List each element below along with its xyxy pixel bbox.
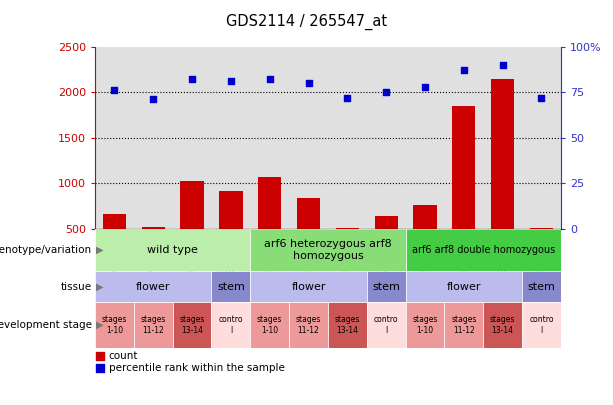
Point <box>265 76 275 83</box>
Bar <box>367 271 406 302</box>
Text: arf6 heterozygous arf8
homozygous: arf6 heterozygous arf8 homozygous <box>264 239 392 261</box>
Bar <box>413 205 436 275</box>
Text: GSM62705: GSM62705 <box>537 231 546 280</box>
Bar <box>95 229 250 271</box>
Bar <box>406 271 522 302</box>
Point <box>343 94 352 101</box>
Bar <box>142 227 165 275</box>
Text: GDS2114 / 265547_at: GDS2114 / 265547_at <box>226 14 387 30</box>
Bar <box>95 302 134 348</box>
Bar <box>211 271 250 302</box>
Text: GSM62698: GSM62698 <box>265 231 274 280</box>
Point <box>94 365 104 371</box>
Text: stages
11-12: stages 11-12 <box>451 315 476 335</box>
Text: stages
13-14: stages 13-14 <box>180 315 205 335</box>
Bar <box>289 302 328 348</box>
Text: GSM62704: GSM62704 <box>498 231 507 279</box>
Text: stages
1-10: stages 1-10 <box>413 315 438 335</box>
Text: GSM62702: GSM62702 <box>421 231 430 279</box>
Point <box>420 83 430 90</box>
Bar <box>406 302 444 348</box>
Text: stages
13-14: stages 13-14 <box>335 315 360 335</box>
Point <box>498 62 508 68</box>
Text: count: count <box>109 351 138 361</box>
Bar <box>530 228 553 275</box>
Text: stem: stem <box>372 281 400 292</box>
Point <box>459 67 469 74</box>
Text: GSM62696: GSM62696 <box>188 231 197 280</box>
Text: tissue: tissue <box>61 281 92 292</box>
Bar <box>483 302 522 348</box>
Text: stem: stem <box>528 281 555 292</box>
Text: percentile rank within the sample: percentile rank within the sample <box>109 363 284 373</box>
Text: stages
1-10: stages 1-10 <box>257 315 283 335</box>
Bar <box>95 271 211 302</box>
Bar <box>452 106 476 275</box>
Bar <box>336 228 359 275</box>
Bar <box>444 302 483 348</box>
Text: stages
11-12: stages 11-12 <box>296 315 321 335</box>
Point <box>94 352 104 359</box>
Bar <box>522 302 561 348</box>
Text: stem: stem <box>217 281 245 292</box>
Text: GSM62695: GSM62695 <box>149 231 158 280</box>
Text: contro
l: contro l <box>219 315 243 335</box>
Text: ▶: ▶ <box>96 320 104 330</box>
Text: GSM62700: GSM62700 <box>343 231 352 280</box>
Text: development stage: development stage <box>0 320 92 330</box>
Bar <box>180 181 204 275</box>
Text: ▶: ▶ <box>96 281 104 292</box>
Bar <box>297 198 320 275</box>
Bar <box>211 302 250 348</box>
Text: GSM62703: GSM62703 <box>459 231 468 280</box>
Text: flower: flower <box>291 281 326 292</box>
Text: ▶: ▶ <box>96 245 104 255</box>
Text: stages
1-10: stages 1-10 <box>102 315 127 335</box>
Bar <box>328 302 367 348</box>
Text: GSM62694: GSM62694 <box>110 231 119 279</box>
Text: flower: flower <box>447 281 481 292</box>
Bar <box>367 302 406 348</box>
Bar <box>250 229 406 271</box>
Point <box>226 78 236 85</box>
Point <box>303 80 313 86</box>
Text: contro
l: contro l <box>529 315 554 335</box>
Bar <box>173 302 211 348</box>
Text: stages
13-14: stages 13-14 <box>490 315 516 335</box>
Point <box>110 87 120 94</box>
Bar <box>258 177 281 275</box>
Text: flower: flower <box>136 281 170 292</box>
Point <box>381 89 391 96</box>
Bar <box>406 229 561 271</box>
Text: contro
l: contro l <box>374 315 398 335</box>
Bar <box>491 79 514 275</box>
Text: GSM62701: GSM62701 <box>382 231 390 280</box>
Point <box>148 96 158 103</box>
Bar <box>134 302 173 348</box>
Text: stages
11-12: stages 11-12 <box>140 315 166 335</box>
Text: wild type: wild type <box>147 245 198 255</box>
Point <box>187 76 197 83</box>
Bar <box>250 302 289 348</box>
Bar <box>250 271 367 302</box>
Text: genotype/variation: genotype/variation <box>0 245 92 255</box>
Bar <box>522 271 561 302</box>
Text: GSM62697: GSM62697 <box>226 231 235 280</box>
Bar <box>103 214 126 275</box>
Bar <box>219 192 243 275</box>
Bar <box>375 216 398 275</box>
Text: GSM62699: GSM62699 <box>304 231 313 280</box>
Point <box>536 94 546 101</box>
Text: arf6 arf8 double homozygous: arf6 arf8 double homozygous <box>411 245 555 255</box>
